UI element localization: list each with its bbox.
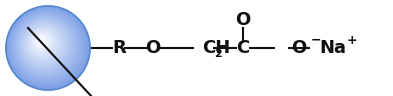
Text: R: R — [112, 39, 126, 57]
Text: −: − — [311, 34, 321, 46]
Ellipse shape — [37, 37, 46, 45]
Text: O: O — [145, 39, 161, 57]
Ellipse shape — [32, 32, 53, 53]
Ellipse shape — [10, 10, 84, 84]
Ellipse shape — [27, 27, 60, 60]
Ellipse shape — [31, 31, 54, 54]
Ellipse shape — [17, 17, 74, 74]
Ellipse shape — [12, 12, 81, 81]
Ellipse shape — [6, 6, 90, 90]
Text: Na: Na — [320, 39, 347, 57]
Ellipse shape — [9, 9, 85, 85]
Ellipse shape — [23, 23, 65, 65]
Ellipse shape — [35, 34, 49, 49]
Text: O: O — [235, 11, 251, 29]
Text: +: + — [347, 34, 358, 46]
Ellipse shape — [11, 11, 83, 83]
Ellipse shape — [38, 38, 44, 44]
Ellipse shape — [17, 16, 75, 75]
Ellipse shape — [7, 7, 89, 89]
Ellipse shape — [35, 35, 48, 48]
Ellipse shape — [26, 26, 61, 62]
Ellipse shape — [25, 25, 63, 63]
Ellipse shape — [19, 19, 72, 71]
Text: O: O — [291, 39, 307, 57]
Ellipse shape — [24, 24, 64, 64]
Ellipse shape — [22, 22, 66, 66]
Ellipse shape — [9, 9, 86, 86]
Ellipse shape — [14, 14, 79, 79]
Ellipse shape — [21, 21, 69, 69]
Text: CH: CH — [202, 39, 230, 57]
Ellipse shape — [30, 30, 55, 55]
Ellipse shape — [18, 18, 73, 73]
Ellipse shape — [20, 20, 70, 70]
Ellipse shape — [28, 28, 59, 59]
Ellipse shape — [33, 34, 50, 50]
Ellipse shape — [39, 39, 43, 43]
Ellipse shape — [22, 22, 68, 68]
Ellipse shape — [15, 15, 76, 76]
Ellipse shape — [29, 29, 57, 57]
Ellipse shape — [15, 15, 77, 78]
Ellipse shape — [36, 36, 47, 47]
Ellipse shape — [40, 40, 42, 42]
Text: C: C — [236, 39, 250, 57]
Ellipse shape — [33, 33, 51, 52]
Ellipse shape — [8, 8, 88, 88]
Ellipse shape — [28, 28, 58, 58]
Ellipse shape — [13, 13, 80, 80]
Text: 2: 2 — [214, 49, 222, 59]
